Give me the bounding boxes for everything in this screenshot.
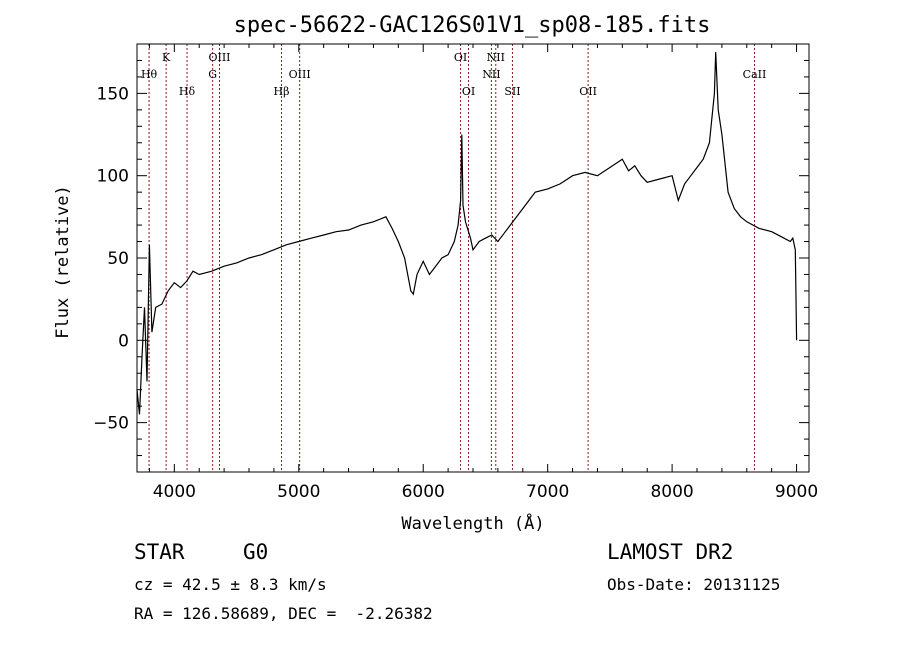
spectral-line-label: Hδ <box>179 85 196 98</box>
y-tick-label: 50 <box>107 249 129 269</box>
spectrum-line <box>136 52 798 415</box>
spectral-line-label: NII <box>487 51 505 64</box>
spectral-line-label: CaII <box>743 68 767 81</box>
plot-frame <box>136 43 810 473</box>
spectral-line-label: K <box>162 51 171 64</box>
y-axis-label: Flux (relative) <box>53 185 73 339</box>
x-tick-label: 8000 <box>650 482 693 502</box>
x-tick-label: 6000 <box>402 482 445 502</box>
spectral-line-label: SII <box>504 85 520 98</box>
spectral-line-label: OI <box>454 51 467 64</box>
x-tick-label: 9000 <box>775 482 818 502</box>
chart-title: spec-56622-GAC126S01V1_sp08-185.fits <box>234 13 711 38</box>
spectral-line-label: Hβ <box>274 85 290 98</box>
obs-date: Obs-Date: 20131125 <box>607 575 781 594</box>
y-tick-label: 100 <box>97 167 129 187</box>
object-subclass: G0 <box>243 540 269 564</box>
spectral-line-label: OII <box>579 85 597 98</box>
ra-dec: RA = 126.58689, DEC = -2.26382 <box>134 604 433 623</box>
y-tick-label: 150 <box>97 84 129 104</box>
x-tick-label: 7000 <box>526 482 569 502</box>
spectral-line-label: Hθ <box>141 68 158 81</box>
object-class: STAR <box>134 540 185 564</box>
x-axis-label: Wavelength (Å) <box>401 512 544 534</box>
x-tick-label: 4000 <box>153 482 196 502</box>
x-tick-label: 5000 <box>277 482 320 502</box>
y-tick-label: −50 <box>93 414 129 434</box>
spectral-line-label: OI <box>462 85 475 98</box>
survey-name: LAMOST DR2 <box>607 540 734 564</box>
spectral-line-label: G <box>208 68 217 81</box>
spectral-line-label: OIII <box>289 68 311 81</box>
spectral-line-label: OIII <box>208 51 230 64</box>
y-tick-label: 0 <box>118 331 129 351</box>
spectral-line-label: NII <box>482 68 500 81</box>
redshift-cz: cz = 42.5 ± 8.3 km/s <box>134 575 327 594</box>
